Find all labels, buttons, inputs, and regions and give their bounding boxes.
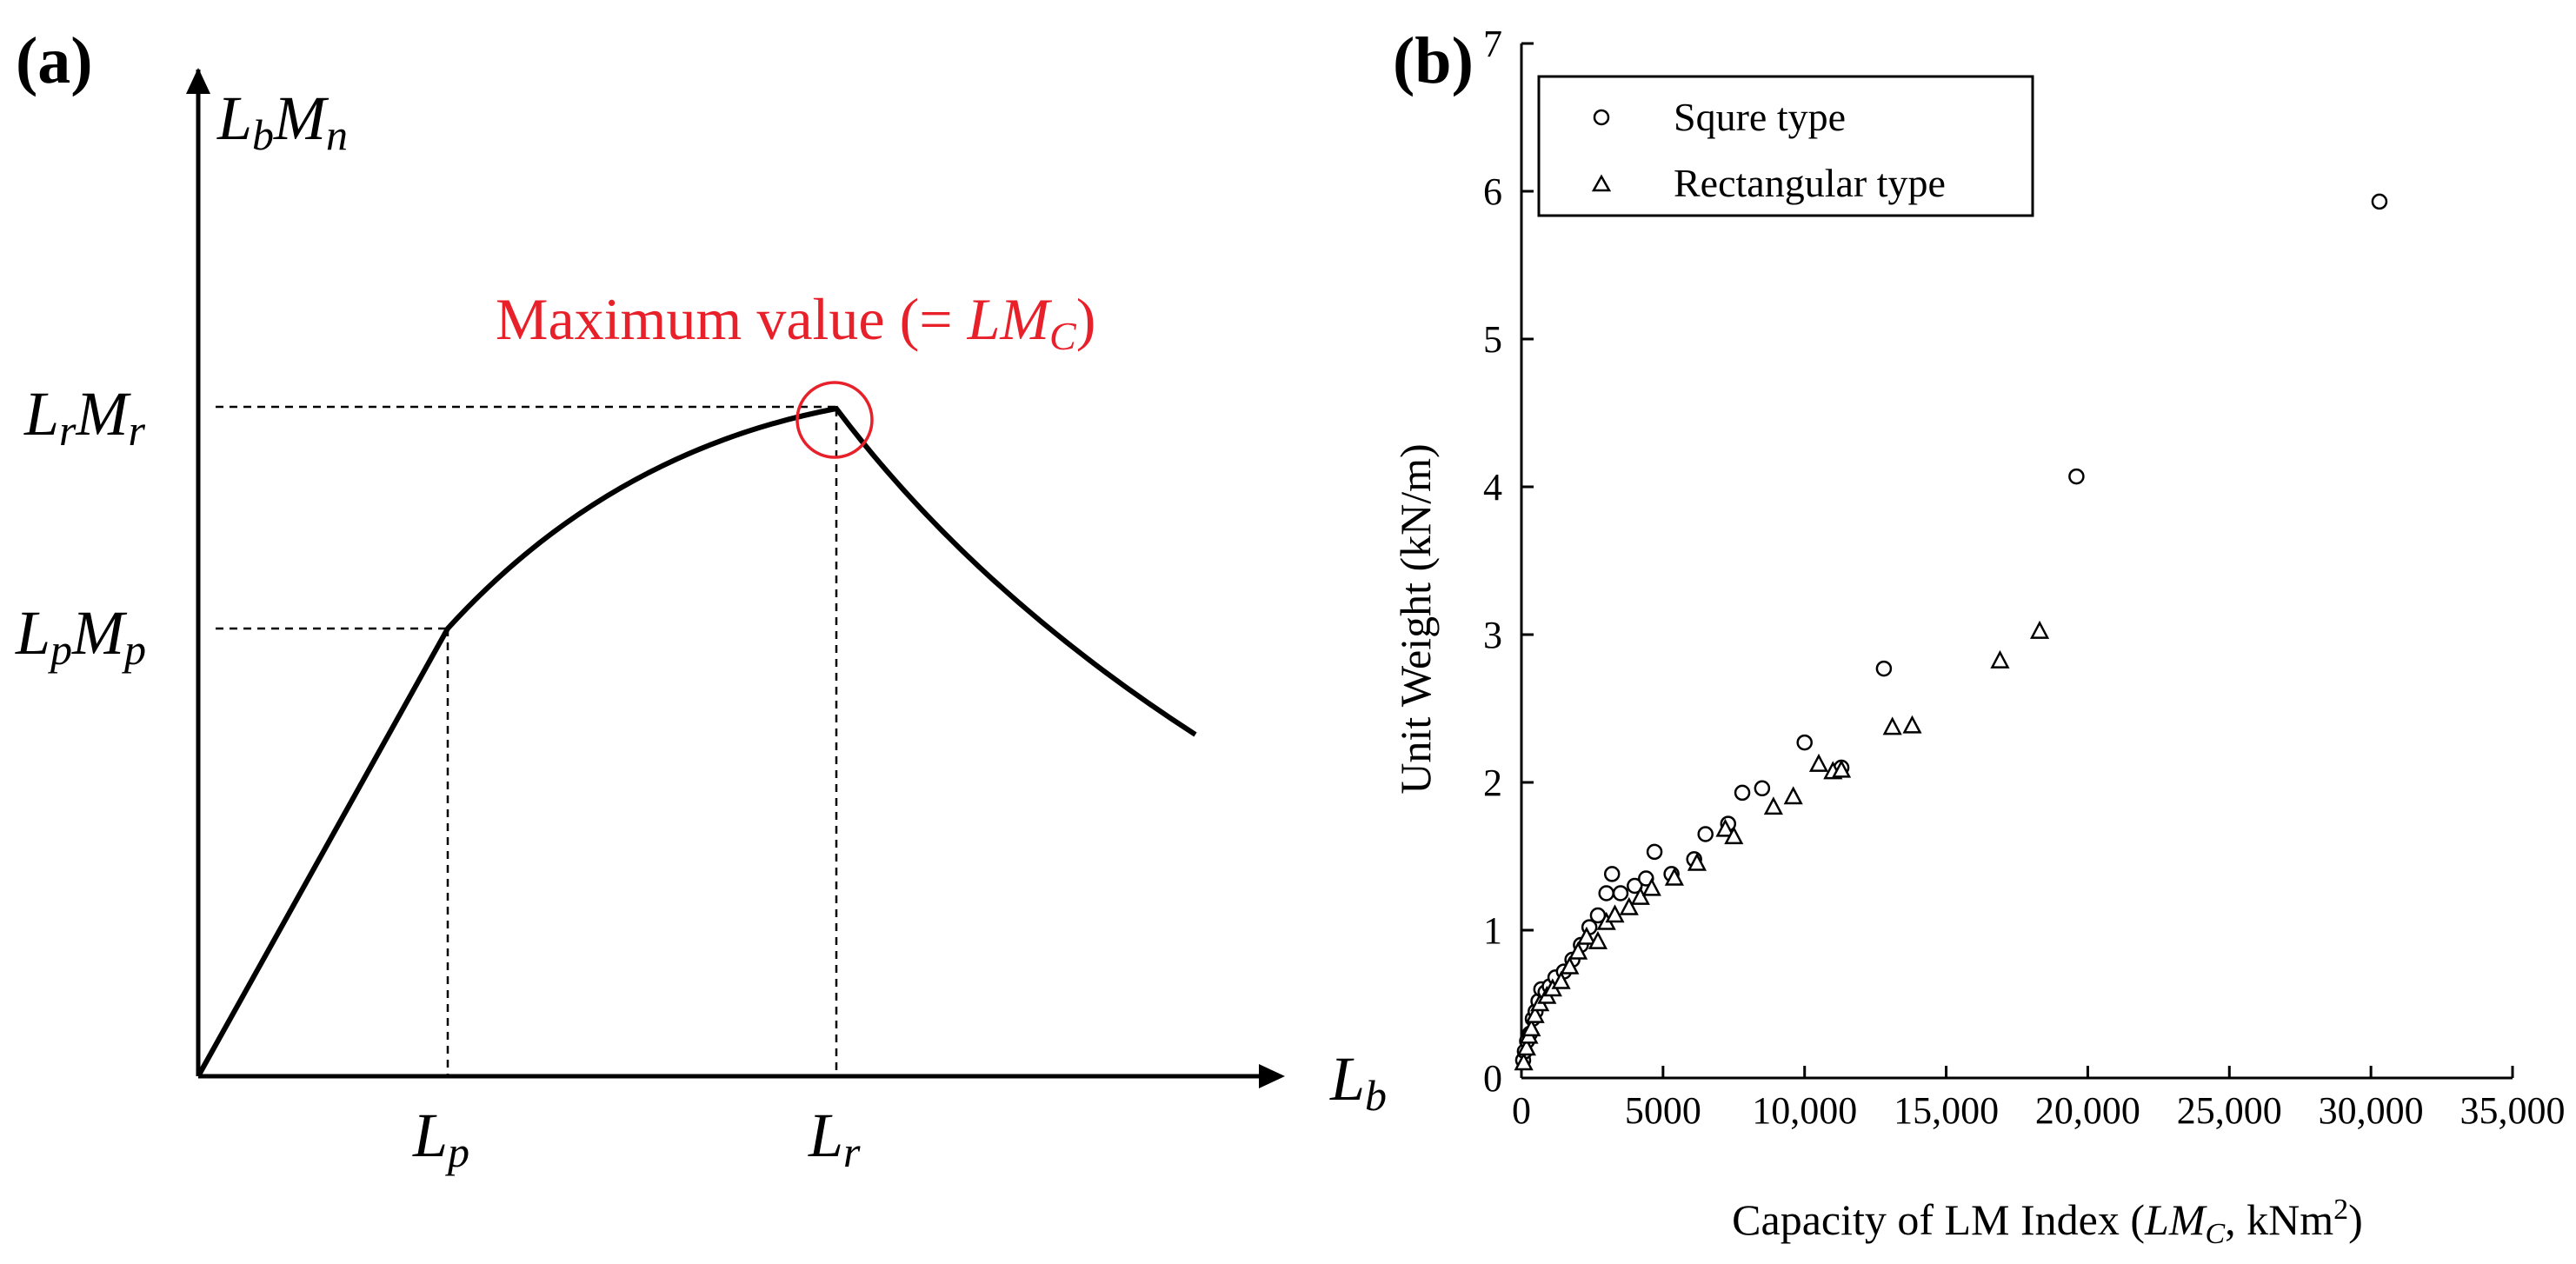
squre-type-point <box>1598 885 1614 901</box>
rectangular-type-point <box>1551 970 1571 989</box>
squre-type-point <box>1612 885 1629 901</box>
rectangular-type-point <box>1514 1052 1534 1071</box>
rectangular-type-point <box>1902 715 1922 734</box>
y-tick-label: 5 <box>1483 318 1502 361</box>
maximum-value-circle <box>795 381 874 459</box>
y-tick-label: 2 <box>1483 762 1502 804</box>
squre-type-point <box>1734 784 1751 802</box>
legend-box <box>1537 75 2034 217</box>
x-tick-label: 5000 <box>1625 1089 1701 1132</box>
squre-type-point <box>1754 780 1771 797</box>
panel-a: (a) LbMn Lb LrMr LpMp Lp Lr Maximum valu… <box>15 24 1387 1176</box>
x-tick-label: 10,000 <box>1752 1089 1857 1132</box>
panel-a-y-arrowhead <box>186 68 210 94</box>
squre-type-point <box>1627 877 1643 895</box>
legend-circle-marker-icon <box>1593 109 1610 126</box>
y-axis-ticks: 0 1 2 3 4 5 6 7 <box>1483 23 1534 1100</box>
squre-type-point <box>1646 843 1663 861</box>
lpmp-level-label: LpMp <box>15 598 146 674</box>
rectangular-type-point <box>1521 1018 1541 1037</box>
panel-a-label: (a) <box>16 24 93 97</box>
legend-rectangular-type-label: Rectangular type <box>1674 161 1946 205</box>
x-tick-label: 15,000 <box>1894 1089 1999 1132</box>
rectangular-type-point <box>1808 753 1829 772</box>
y-tick-label: 1 <box>1483 909 1502 952</box>
lp-tick-label: Lp <box>412 1101 469 1176</box>
rectangular-type-point <box>1783 786 1803 805</box>
legend-squre-type-label: Squre type <box>1674 95 1846 139</box>
rectangular-type-point <box>1664 867 1684 886</box>
panel-a-x-arrowhead <box>1259 1064 1285 1088</box>
rectangular-type-point <box>1882 716 1902 735</box>
y-tick-label: 7 <box>1483 23 1502 65</box>
rectangular-type-point <box>1724 826 1744 845</box>
y-tick-label: 3 <box>1483 614 1502 656</box>
panel-a-x-axis-label: Lb <box>1329 1044 1387 1120</box>
rectangular-type-point <box>1831 759 1852 778</box>
rectangular-type-point <box>1576 926 1596 945</box>
rectangular-type-point <box>1715 818 1735 837</box>
rectangular-type-point <box>1568 941 1588 960</box>
x-tick-label: 35,000 <box>2460 1089 2566 1132</box>
x-axis-ticks: 0 5000 10,000 15,000 20,000 25,000 30,000 35,00… <box>1512 1066 2566 1132</box>
x-tick-label: 30,000 <box>2319 1089 2424 1132</box>
y-axis-title: Unit Weight (kN/m) <box>1391 443 1440 794</box>
y-tick-label: 0 <box>1483 1057 1502 1100</box>
panel-a-y-axis-label: LbMn <box>216 83 348 159</box>
squre-type-point <box>1875 660 1893 677</box>
x-tick-label: 20,000 <box>2035 1089 2140 1132</box>
x-tick-label: 0 <box>1512 1089 1531 1132</box>
rectangular-type-point <box>1641 877 1661 896</box>
squre-type-point <box>1603 866 1621 882</box>
x-axis-title: Capacity of LM Index (LMC, kNm2) <box>1732 1194 2363 1250</box>
rectangular-type-point <box>1605 904 1625 923</box>
ltb-capacity-curve <box>196 405 1197 1078</box>
legend: Squre type Rectangular type <box>1537 75 2034 217</box>
x-tick-label: 25,000 <box>2177 1089 2282 1132</box>
data-points <box>1514 193 2388 1071</box>
y-tick-label: 4 <box>1483 466 1502 509</box>
squre-type-point <box>2371 193 2388 210</box>
legend-triangle-marker-icon <box>1591 174 1612 192</box>
lr-tick-label: Lr <box>808 1101 861 1176</box>
rectangular-type-point <box>1560 955 1580 975</box>
rectangular-type-point <box>1516 1037 1536 1056</box>
rectangular-type-point <box>1630 886 1650 905</box>
lrmr-level-label: LrMr <box>23 379 146 455</box>
panel-b: (b) 0 5000 10,000 15,000 20,000 25,000 30,000 3… <box>1391 23 2566 1250</box>
rectangular-type-point <box>2029 620 2050 639</box>
rectangular-type-point <box>1525 1004 1545 1023</box>
squre-type-point <box>2068 468 2085 485</box>
rectangular-type-point <box>1763 796 1783 815</box>
squre-type-point <box>1697 826 1714 842</box>
squre-type-point <box>1796 734 1813 751</box>
y-tick-label: 6 <box>1483 170 1502 213</box>
rectangular-type-point <box>1990 649 2010 669</box>
maximum-value-annotation: Maximum value (= LMC) <box>496 286 1095 358</box>
rectangular-type-point <box>1588 930 1608 949</box>
rectangular-type-point <box>1619 896 1639 915</box>
scatter-plot: 0 5000 10,000 15,000 20,000 25,000 30,000 35,00… <box>1391 23 2566 1250</box>
panel-b-label: (b) <box>1393 24 1474 97</box>
rectangular-type-point <box>1687 852 1707 871</box>
